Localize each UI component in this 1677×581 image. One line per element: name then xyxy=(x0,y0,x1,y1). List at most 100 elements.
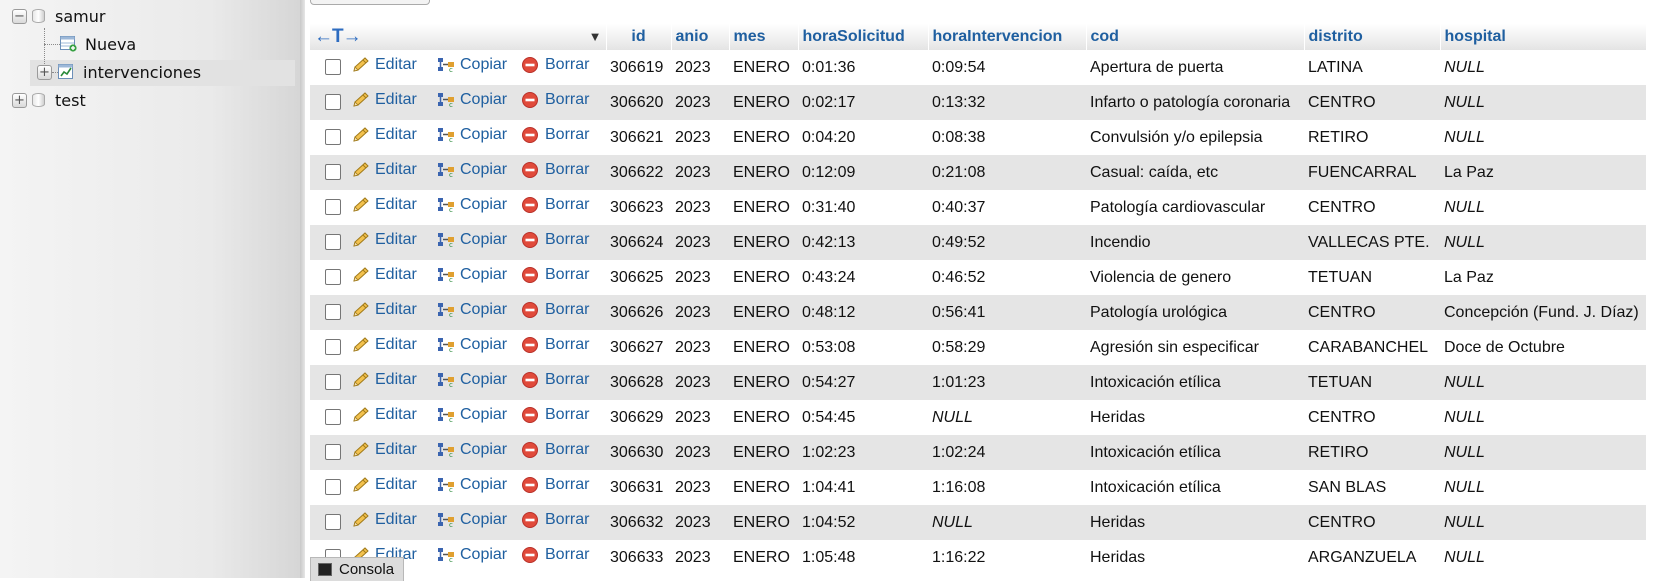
row-checkbox[interactable] xyxy=(325,374,341,391)
cell-anio[interactable]: 2023 xyxy=(671,435,729,470)
copy-label[interactable]: Copiar xyxy=(460,511,508,528)
delete-label[interactable]: Borrar xyxy=(545,511,590,528)
delete-button[interactable]: Borrar xyxy=(521,546,589,564)
edit-label[interactable]: Editar xyxy=(375,441,417,458)
cell-cod[interactable]: Agresión sin especificar xyxy=(1086,330,1304,365)
cell-distrito[interactable]: LATINA xyxy=(1304,50,1440,85)
cell-horaintervencion[interactable]: NULL xyxy=(928,400,1086,435)
cell-horasolicitud[interactable]: 0:31:40 xyxy=(798,190,928,225)
edit-button[interactable]: Editar xyxy=(351,406,417,424)
row-checkbox[interactable] xyxy=(325,199,341,216)
delete-button[interactable]: Borrar xyxy=(521,476,589,494)
row-checkbox[interactable] xyxy=(325,164,341,181)
edit-label[interactable]: Editar xyxy=(375,126,417,143)
cell-anio[interactable]: 2023 xyxy=(671,85,729,120)
cell-horasolicitud[interactable]: 0:54:27 xyxy=(798,365,928,400)
cell-cod[interactable]: Heridas xyxy=(1086,400,1304,435)
delete-button[interactable]: Borrar xyxy=(521,441,589,459)
cell-hospital[interactable]: NULL xyxy=(1440,50,1646,85)
delete-label[interactable]: Borrar xyxy=(545,336,590,353)
delete-button[interactable]: Borrar xyxy=(521,336,589,354)
cell-id[interactable]: 306633 xyxy=(606,540,671,575)
cell-hospital[interactable]: NULL xyxy=(1440,435,1646,470)
delete-button[interactable]: Borrar xyxy=(521,196,589,214)
cell-distrito[interactable]: RETIRO xyxy=(1304,435,1440,470)
edit-button[interactable]: Editar xyxy=(351,196,417,214)
delete-label[interactable]: Borrar xyxy=(545,441,590,458)
cell-distrito[interactable]: SAN BLAS xyxy=(1304,470,1440,505)
cell-distrito[interactable]: TETUAN xyxy=(1304,260,1440,295)
copy-button[interactable]: c Copiar xyxy=(436,56,507,74)
delete-label[interactable]: Borrar xyxy=(545,371,590,388)
copy-label[interactable]: Copiar xyxy=(460,266,508,283)
cell-hospital[interactable]: NULL xyxy=(1440,470,1646,505)
cell-horasolicitud[interactable]: 0:12:09 xyxy=(798,155,928,190)
cell-id[interactable]: 306629 xyxy=(606,400,671,435)
delete-button[interactable]: Borrar xyxy=(521,126,589,144)
edit-label[interactable]: Editar xyxy=(375,231,417,248)
cell-distrito[interactable]: ARGANZUELA xyxy=(1304,540,1440,575)
tree-item-label[interactable]: intervenciones xyxy=(83,62,202,82)
cell-cod[interactable]: Patología cardiovascular xyxy=(1086,190,1304,225)
edit-button[interactable]: Editar xyxy=(351,371,417,389)
copy-button[interactable]: c Copiar xyxy=(436,301,507,319)
cell-horasolicitud[interactable]: 1:05:48 xyxy=(798,540,928,575)
edit-button[interactable]: Editar xyxy=(351,56,417,74)
cell-anio[interactable]: 2023 xyxy=(671,190,729,225)
cell-id[interactable]: 306621 xyxy=(606,120,671,155)
edit-button[interactable]: Editar xyxy=(351,266,417,284)
copy-label[interactable]: Copiar xyxy=(460,231,508,248)
cell-hospital[interactable]: NULL xyxy=(1440,505,1646,540)
cell-anio[interactable]: 2023 xyxy=(671,50,729,85)
cell-horasolicitud[interactable]: 0:54:45 xyxy=(798,400,928,435)
cell-cod[interactable]: Convulsión y/o epilepsia xyxy=(1086,120,1304,155)
copy-button[interactable]: c Copiar xyxy=(436,266,507,284)
cell-mes[interactable]: ENERO xyxy=(729,435,798,470)
cell-hospital[interactable]: NULL xyxy=(1440,365,1646,400)
cell-id[interactable]: 306628 xyxy=(606,365,671,400)
copy-button[interactable]: c Copiar xyxy=(436,511,507,529)
cell-distrito[interactable]: CENTRO xyxy=(1304,400,1440,435)
cell-distrito[interactable]: CENTRO xyxy=(1304,505,1440,540)
delete-button[interactable]: Borrar xyxy=(521,266,589,284)
delete-label[interactable]: Borrar xyxy=(545,161,590,178)
cell-horaintervencion[interactable]: 0:46:52 xyxy=(928,260,1086,295)
cell-id[interactable]: 306623 xyxy=(606,190,671,225)
cell-hospital[interactable]: NULL xyxy=(1440,190,1646,225)
copy-button[interactable]: c Copiar xyxy=(436,91,507,109)
tree-item-label[interactable]: Nueva xyxy=(85,34,137,54)
cell-hospital[interactable]: NULL xyxy=(1440,540,1646,575)
delete-label[interactable]: Borrar xyxy=(545,126,590,143)
cell-mes[interactable]: ENERO xyxy=(729,120,798,155)
column-header-horaintervencion[interactable]: horaIntervencion xyxy=(928,24,1087,50)
delete-label[interactable]: Borrar xyxy=(545,546,590,563)
edit-label[interactable]: Editar xyxy=(375,266,417,283)
edit-button[interactable]: Editar xyxy=(351,301,417,319)
cell-horasolicitud[interactable]: 0:04:20 xyxy=(798,120,928,155)
cell-horaintervencion[interactable]: 0:40:37 xyxy=(928,190,1086,225)
cell-horaintervencion[interactable]: 0:08:38 xyxy=(928,120,1086,155)
cell-id[interactable]: 306626 xyxy=(606,295,671,330)
tree-item-label[interactable]: samur xyxy=(55,6,106,26)
delete-label[interactable]: Borrar xyxy=(545,476,590,493)
cell-cod[interactable]: Casual: caída, etc xyxy=(1086,155,1304,190)
cell-anio[interactable]: 2023 xyxy=(671,365,729,400)
row-checkbox[interactable] xyxy=(325,514,341,531)
cell-hospital[interactable]: NULL xyxy=(1440,225,1646,260)
cell-id[interactable]: 306630 xyxy=(606,435,671,470)
cell-anio[interactable]: 2023 xyxy=(671,295,729,330)
expand-toggle-icon[interactable]: + xyxy=(12,92,27,108)
cell-mes[interactable]: ENERO xyxy=(729,50,798,85)
cell-horaintervencion[interactable]: 0:49:52 xyxy=(928,225,1086,260)
column-header-mes[interactable]: mes xyxy=(729,24,799,50)
expand-toggle-icon[interactable]: + xyxy=(37,64,52,80)
cell-anio[interactable]: 2023 xyxy=(671,155,729,190)
copy-button[interactable]: c Copiar xyxy=(436,406,507,424)
edit-label[interactable]: Editar xyxy=(375,476,417,493)
edit-button[interactable]: Editar xyxy=(351,476,417,494)
cell-anio[interactable]: 2023 xyxy=(671,260,729,295)
cell-cod[interactable]: Intoxicación etílica xyxy=(1086,470,1304,505)
copy-label[interactable]: Copiar xyxy=(460,476,508,493)
edit-label[interactable]: Editar xyxy=(375,56,417,73)
copy-label[interactable]: Copiar xyxy=(460,406,508,423)
